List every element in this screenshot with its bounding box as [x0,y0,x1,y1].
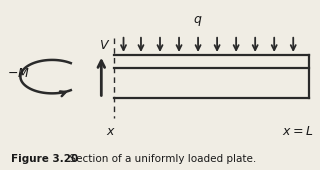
Text: $x = L$: $x = L$ [282,125,314,138]
Text: $-M$: $-M$ [7,67,30,80]
Text: Figure 3.20: Figure 3.20 [11,154,78,164]
Text: $x$: $x$ [106,125,116,138]
Text: $V$: $V$ [99,39,110,52]
Text: $q$: $q$ [193,14,203,28]
Text: Section of a uniformly loaded plate.: Section of a uniformly loaded plate. [63,154,257,164]
